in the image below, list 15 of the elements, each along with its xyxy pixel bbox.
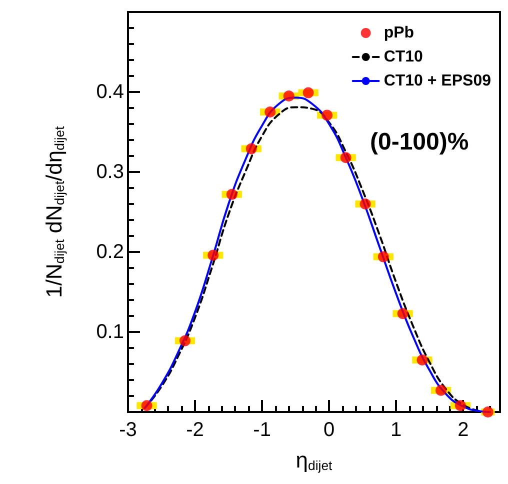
y-tick-label: 0.3 [96, 161, 124, 183]
y-tick-label: 0.1 [96, 321, 124, 343]
legend-label: pPb [384, 24, 414, 42]
x-tick-label: -1 [253, 419, 271, 441]
y-tick-label: 0.4 [96, 81, 124, 103]
legend-label: CT10 [384, 48, 424, 66]
legend-label: CT10 + EPS09 [384, 72, 492, 90]
annotation: (0-100)% [370, 128, 469, 156]
x-tick-label: -2 [186, 419, 204, 441]
x-tick-label: 2 [458, 419, 469, 441]
x-tick-label: 1 [390, 419, 402, 441]
y-tick-label: 0.2 [96, 241, 124, 263]
x-tick-label: 0 [324, 419, 335, 441]
x-tick-label: -3 [119, 419, 137, 441]
y-axis-title: 1/Ndijet dNdijet/dηdijet [42, 126, 67, 298]
